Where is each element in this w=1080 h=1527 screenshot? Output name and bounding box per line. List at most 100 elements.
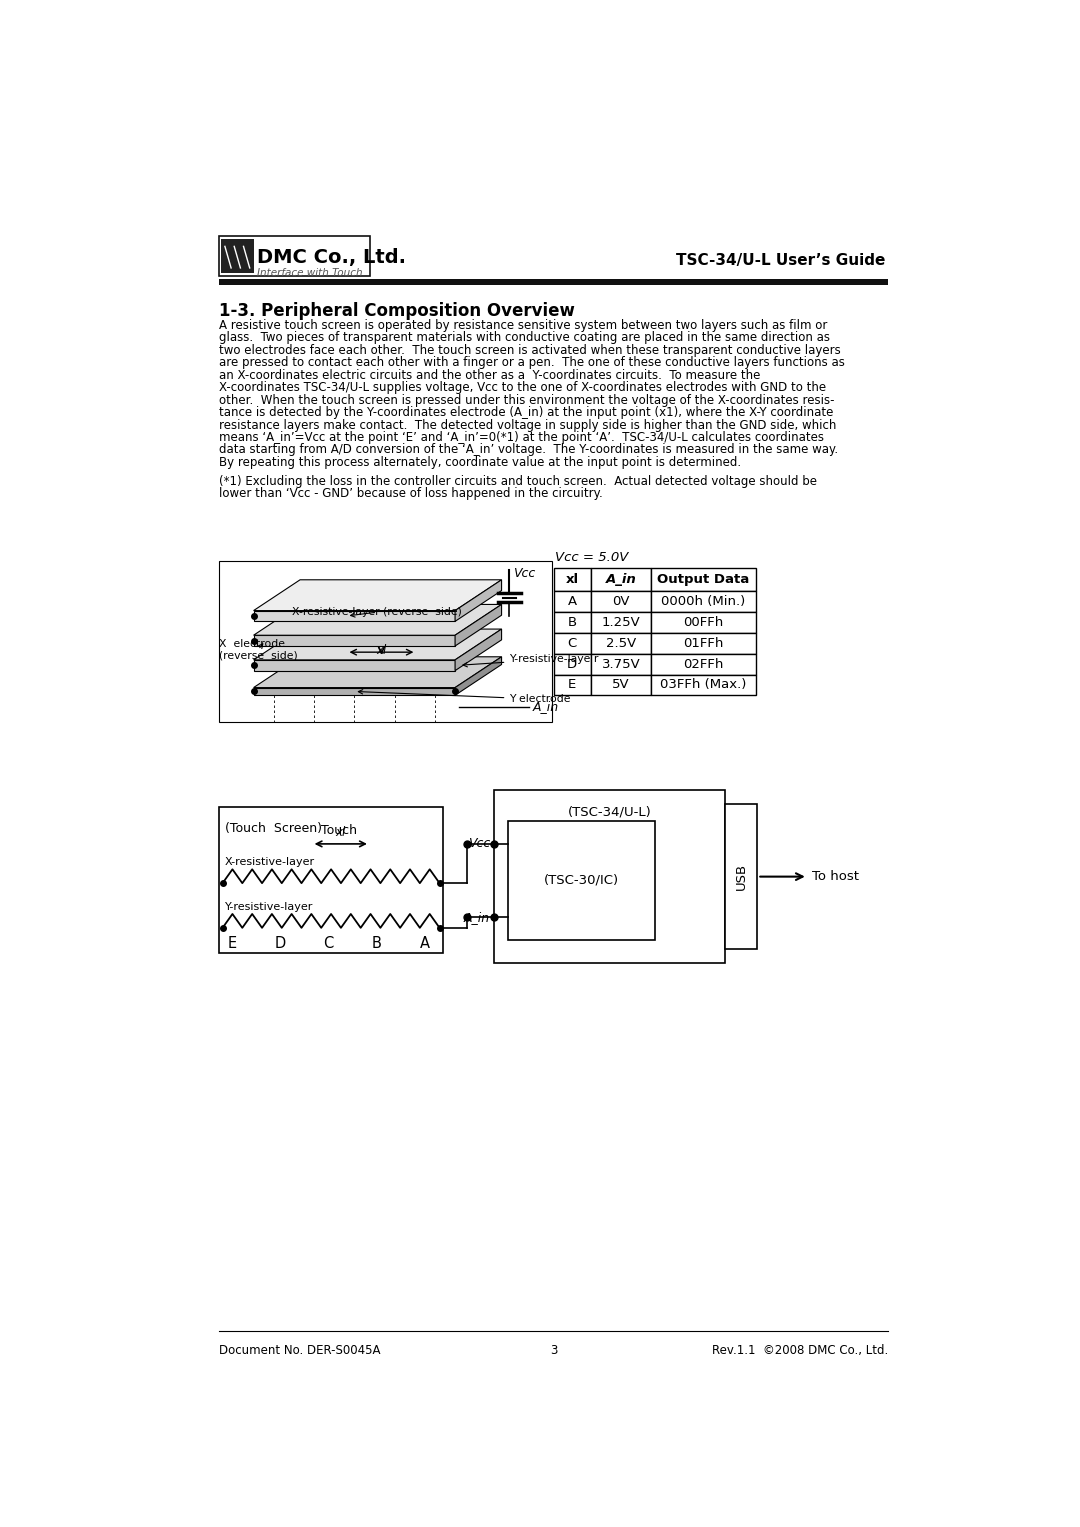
Text: 02FFh: 02FFh [684,658,724,670]
Text: TSC-34/U-L User’s Guide: TSC-34/U-L User’s Guide [676,253,886,267]
Bar [651,654,756,675]
Polygon shape [254,605,501,635]
Polygon shape [455,657,501,695]
Text: 1-3. Peripheral Composition Overview: 1-3. Peripheral Composition Overview [218,302,575,319]
Bar [554,612,591,632]
Text: are pressed to contact each other with a finger or a pen.  The one of these cond: are pressed to contact each other with a… [218,356,845,370]
Bar [218,279,888,286]
Text: 3.75V: 3.75V [602,658,640,670]
Text: 0000h (Min.): 0000h (Min.) [661,596,745,608]
Text: To host: To host [811,870,859,883]
Text: two electrodes face each other.  The touch screen is activated when these transp: two electrodes face each other. The touc… [218,344,840,357]
Text: Output Data: Output Data [658,573,750,586]
Polygon shape [455,605,501,646]
Text: 2.5V: 2.5V [606,637,636,651]
Polygon shape [254,657,501,687]
Bar [554,632,591,654]
Text: glass.  Two pieces of transparent materials with conductive coating are placed i: glass. Two pieces of transparent materia… [218,331,829,344]
Bar [554,591,591,612]
Polygon shape [254,635,455,646]
Text: DMC Co., Ltd.: DMC Co., Ltd. [257,247,406,267]
Text: Vcc: Vcc [513,567,536,580]
Text: (*1) Excluding the loss in the controller circuits and touch screen.  Actual det: (*1) Excluding the loss in the controlle… [218,475,816,487]
Text: (TSC-30/IC): (TSC-30/IC) [544,873,619,887]
Text: X-resistive-layer: X-resistive-layer [225,857,315,867]
Text: xl: xl [376,644,387,658]
Text: 03FFh (Max.): 03FFh (Max.) [660,678,746,692]
Text: resistance layers make contact.  The detected voltage in supply side is higher t: resistance layers make contact. The dete… [218,418,836,432]
Text: Touch: Touch [321,825,356,837]
Text: E: E [568,678,577,692]
Text: B: B [372,936,381,951]
Text: xl: xl [566,573,579,586]
Text: 3: 3 [550,1344,557,1358]
Text: 00FFh: 00FFh [684,615,724,629]
Polygon shape [455,629,501,670]
Bar [591,591,651,612]
Text: USB: USB [734,863,747,890]
Bar [554,675,591,695]
Text: 0V: 0V [612,596,630,608]
Text: Y-resistive-laye r: Y-resistive-laye r [463,654,598,667]
Text: data starting from A/D conversion of the ‘A_in’ voltage.  The Y-coordinates is m: data starting from A/D conversion of the… [218,443,838,457]
Text: means ‘A_in’=Vcc at the point ‘E’ and ‘A_in’=0(*1) at the point ‘A’.  TSC-34/U-L: means ‘A_in’=Vcc at the point ‘E’ and ‘A… [218,431,824,444]
Text: By repeating this process alternately, coordinate value at the input point is de: By repeating this process alternately, c… [218,457,741,469]
Bar [591,654,651,675]
Text: Vcc: Vcc [468,837,490,851]
Bar [725,803,757,950]
Text: X-coordinates TSC-34/U-L supplies voltage, Vcc to the one of X-coordinates elect: X-coordinates TSC-34/U-L supplies voltag… [218,382,826,394]
Polygon shape [254,580,501,611]
Text: Y electrode: Y electrode [359,690,571,704]
Bar [218,560,552,722]
Text: A_in: A_in [463,910,490,924]
Bar [651,675,756,695]
Text: A resistive touch screen is operated by resistance sensitive system between two : A resistive touch screen is operated by … [218,319,827,331]
Polygon shape [254,611,455,621]
Text: Vcc = 5.0V: Vcc = 5.0V [555,551,629,563]
Text: X  electrode
(reverse  side): X electrode (reverse side) [218,640,297,661]
Polygon shape [254,660,455,670]
Bar [494,789,725,964]
Text: Document No. DER-S0045A: Document No. DER-S0045A [218,1344,380,1358]
Bar [508,822,656,941]
Text: B: B [567,615,577,629]
Text: (TSC-34/U-L): (TSC-34/U-L) [567,805,651,818]
Bar [554,568,591,591]
Text: lower than ‘Vcc - GND’ because of loss happened in the circuitry.: lower than ‘Vcc - GND’ because of loss h… [218,487,603,499]
Bar [218,806,444,953]
Bar [218,235,369,276]
Text: D: D [567,658,577,670]
Text: E: E [228,936,238,951]
Bar [651,568,756,591]
Polygon shape [254,687,455,695]
Bar [651,632,756,654]
Text: C: C [567,637,577,651]
Bar [554,654,591,675]
Text: A_in: A_in [532,701,558,713]
Text: D: D [275,936,286,951]
Bar [591,675,651,695]
Text: (Touch  Screen): (Touch Screen) [225,823,322,835]
Text: tance is detected by the Y-coordinates electrode (A_in) at the input point (x1),: tance is detected by the Y-coordinates e… [218,406,833,418]
Text: 01FFh: 01FFh [684,637,724,651]
Text: xl: xl [336,826,346,840]
Text: 1.25V: 1.25V [602,615,640,629]
Bar [591,612,651,632]
Polygon shape [455,580,501,621]
Text: C: C [324,936,334,951]
Text: A: A [567,596,577,608]
Bar [651,591,756,612]
Text: A: A [420,936,430,951]
Text: Y-resistive-layer: Y-resistive-layer [225,902,313,912]
Text: 5V: 5V [612,678,630,692]
Text: A_in: A_in [606,573,636,586]
Text: X-resistive-layer (reverse  side): X-resistive-layer (reverse side) [293,608,462,617]
Bar [651,612,756,632]
Bar [221,238,254,272]
Polygon shape [254,629,501,660]
Text: an X-coordinates electric circuits and the other as a  Y-coordinates circuits.  : an X-coordinates electric circuits and t… [218,368,760,382]
Text: other.  When the touch screen is pressed under this environment the voltage of t: other. When the touch screen is pressed … [218,394,834,406]
Bar [591,568,651,591]
Text: Rev.1.1  ©2008 DMC Co., Ltd.: Rev.1.1 ©2008 DMC Co., Ltd. [712,1344,889,1358]
Text: Interface with Touch: Interface with Touch [257,267,363,278]
